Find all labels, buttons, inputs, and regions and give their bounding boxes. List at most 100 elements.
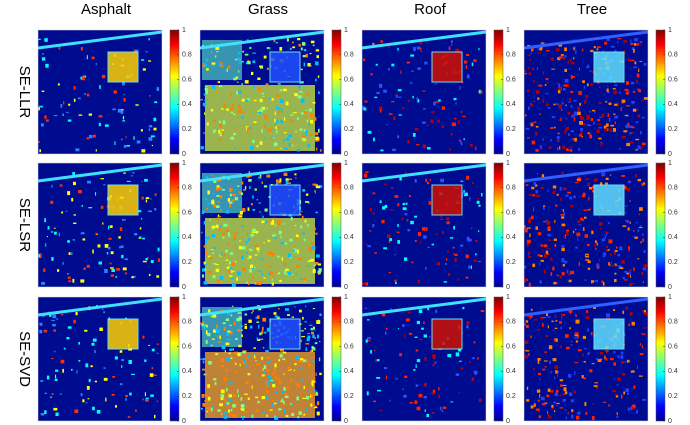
map-speckle xyxy=(305,54,308,58)
map-speckle xyxy=(212,63,216,65)
map-speckle xyxy=(206,208,208,210)
map-speckle xyxy=(221,108,223,110)
map-speckle xyxy=(366,244,367,245)
map-speckle xyxy=(568,412,569,414)
map-speckle xyxy=(237,82,239,83)
map-speckle xyxy=(558,371,559,373)
map-speckle xyxy=(226,388,228,392)
map-speckle xyxy=(142,197,144,200)
map-speckle xyxy=(261,331,263,335)
map-speckle xyxy=(82,399,84,402)
map-speckle xyxy=(543,403,546,406)
map-speckle xyxy=(274,403,277,404)
map-speckle xyxy=(585,279,587,281)
map-speckle xyxy=(272,235,276,237)
map-speckle xyxy=(407,62,410,64)
colorbar-tick-label: 1 xyxy=(668,160,672,167)
map-speckle xyxy=(577,238,578,241)
map-speckle xyxy=(143,68,146,70)
map-speckle xyxy=(154,101,157,103)
map-speckle xyxy=(280,121,284,123)
map-speckle xyxy=(313,45,315,47)
map-speckle xyxy=(622,373,625,376)
map-speckle xyxy=(141,129,143,131)
map-speckle xyxy=(54,228,56,229)
map-speckle xyxy=(626,92,629,94)
map-speckle xyxy=(549,146,552,148)
map-speckle xyxy=(264,56,267,59)
map-speckle xyxy=(129,360,132,364)
map-speckle xyxy=(304,63,306,67)
map-speckle xyxy=(157,401,158,403)
map-speckle xyxy=(591,118,593,121)
map-speckle xyxy=(259,258,261,259)
map-speckle xyxy=(275,376,278,379)
map-speckle xyxy=(552,321,554,323)
map-speckle xyxy=(221,413,222,415)
map-speckle xyxy=(446,217,449,220)
map-speckle xyxy=(300,358,303,360)
map-speckle xyxy=(320,149,322,151)
map-speckle xyxy=(419,394,423,398)
map-speckle xyxy=(644,264,648,267)
map-speckle xyxy=(583,123,586,125)
map-speckle xyxy=(315,137,319,141)
map-speckle xyxy=(131,374,135,375)
map-speckle xyxy=(618,254,620,256)
map-speckle xyxy=(315,337,316,339)
map-speckle xyxy=(617,384,619,385)
colorbar xyxy=(656,297,665,421)
map-speckle xyxy=(227,339,230,341)
map-speckle xyxy=(252,385,253,389)
map-speckle xyxy=(50,396,52,398)
map-speckle xyxy=(110,225,113,228)
map-speckle xyxy=(413,47,416,51)
map-speckle xyxy=(367,391,369,395)
map-speckle xyxy=(66,112,68,113)
map-speckle xyxy=(432,244,434,246)
map-speckle xyxy=(424,62,427,65)
map-speckle xyxy=(392,149,396,151)
map-speckle xyxy=(291,217,293,221)
map-speckle xyxy=(87,137,90,139)
map-speckle xyxy=(389,272,391,273)
map-speckle xyxy=(601,142,602,143)
map-speckle xyxy=(561,319,562,321)
map-speckle xyxy=(235,363,237,365)
map-speckle xyxy=(314,347,316,350)
colorbar xyxy=(332,297,341,421)
map-speckle xyxy=(547,254,549,255)
map-speckle xyxy=(626,143,630,146)
map-speckle xyxy=(527,137,530,138)
map-speckle xyxy=(542,323,544,327)
map-speckle xyxy=(39,106,43,108)
map-speckle xyxy=(220,195,223,198)
map-speckle xyxy=(644,97,648,100)
map-speckle xyxy=(313,269,316,273)
map-speckle xyxy=(258,177,261,179)
colorbar-tick-label: 0.6 xyxy=(668,343,678,350)
map-speckle xyxy=(202,403,205,407)
map-speckle xyxy=(299,44,301,47)
map-speckle xyxy=(290,48,292,50)
map-speckle xyxy=(403,389,405,390)
map-speckle xyxy=(633,230,635,231)
map-speckle xyxy=(263,372,264,374)
map-speckle xyxy=(260,99,263,102)
map-speckle xyxy=(393,117,395,121)
map-speckle xyxy=(246,281,247,284)
map-speckle xyxy=(528,106,530,109)
colorbar-tick-label: 0.8 xyxy=(506,319,516,326)
map-building xyxy=(594,52,624,82)
map-speckle xyxy=(544,254,547,258)
map-speckle xyxy=(300,279,303,280)
map-speckle xyxy=(525,323,527,326)
map-speckle xyxy=(55,375,56,378)
map-speckle xyxy=(366,339,368,342)
abundance-map xyxy=(200,297,324,421)
map-speckle xyxy=(256,247,259,250)
map-speckle xyxy=(202,268,205,271)
map-speckle xyxy=(315,212,318,214)
map-speckle xyxy=(606,233,607,235)
map-speckle xyxy=(99,328,103,331)
